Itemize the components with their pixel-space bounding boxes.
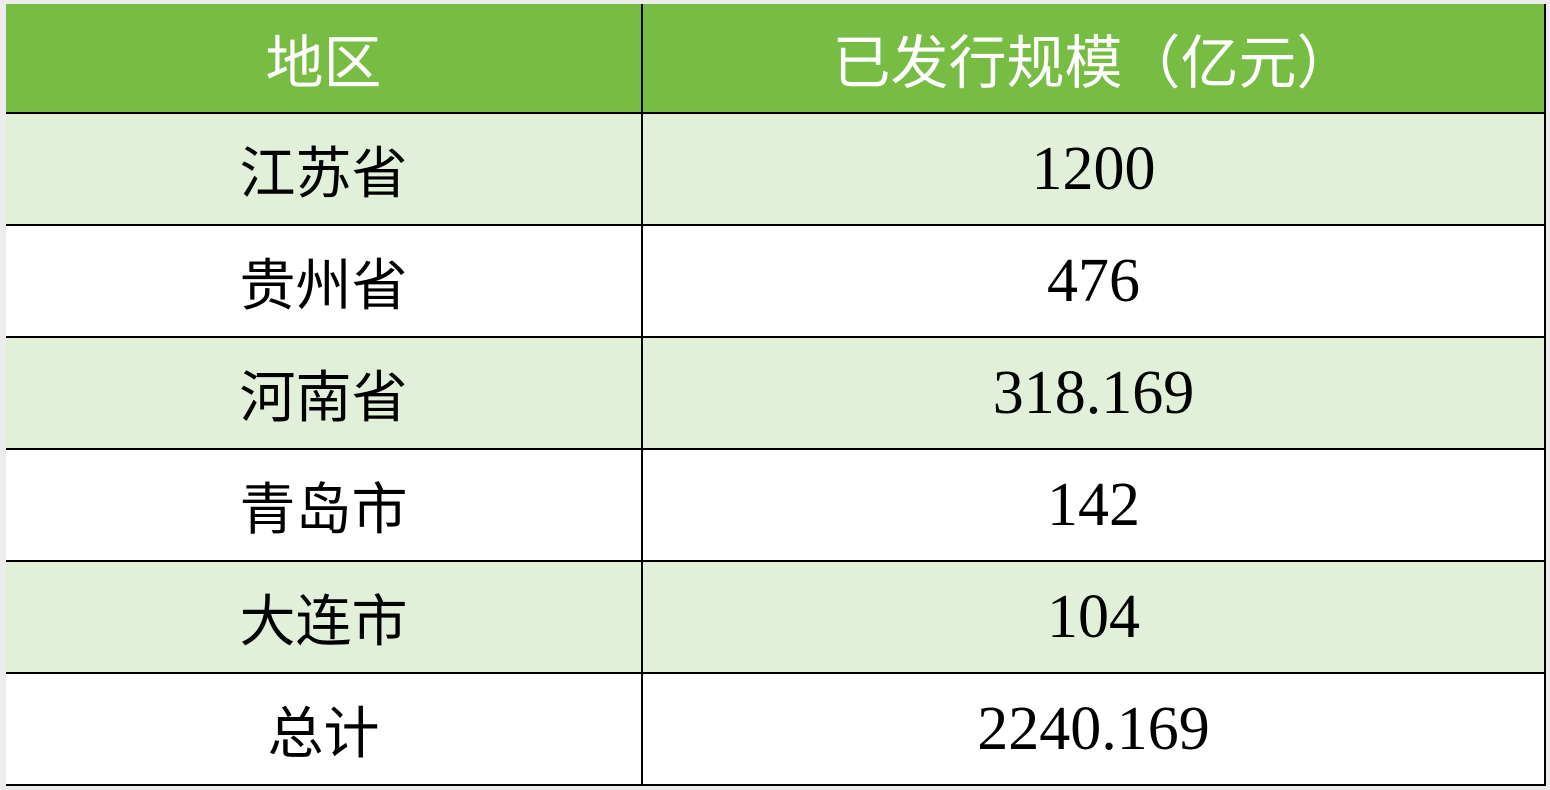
value-cell: 104 xyxy=(641,560,1546,674)
value-cell: 2240.169 xyxy=(641,672,1546,786)
value-cell: 1200 xyxy=(641,112,1546,226)
table-row: 河南省 318.169 xyxy=(6,336,1546,450)
header-issued-scale: 已发行规模（亿元） xyxy=(641,4,1546,114)
region-cell: 贵州省 xyxy=(6,224,643,338)
issuance-table: 地区 已发行规模（亿元） 江苏省 1200 贵州省 476 河南省 318.169 青岛市 1… xyxy=(6,4,1546,786)
value-cell: 476 xyxy=(641,224,1546,338)
value-cell: 318.169 xyxy=(641,336,1546,450)
table-row: 青岛市 142 xyxy=(6,448,1546,562)
table-row: 贵州省 476 xyxy=(6,224,1546,338)
total-row: 总计 2240.169 xyxy=(6,672,1546,786)
region-cell: 河南省 xyxy=(6,336,643,450)
header-row: 地区 已发行规模（亿元） xyxy=(6,4,1546,114)
region-cell: 大连市 xyxy=(6,560,643,674)
value-cell: 142 xyxy=(641,448,1546,562)
header-region: 地区 xyxy=(6,4,643,114)
table-row: 江苏省 1200 xyxy=(6,112,1546,226)
region-cell: 总计 xyxy=(6,672,643,786)
table-row: 大连市 104 xyxy=(6,560,1546,674)
region-cell: 青岛市 xyxy=(6,448,643,562)
region-cell: 江苏省 xyxy=(6,112,643,226)
